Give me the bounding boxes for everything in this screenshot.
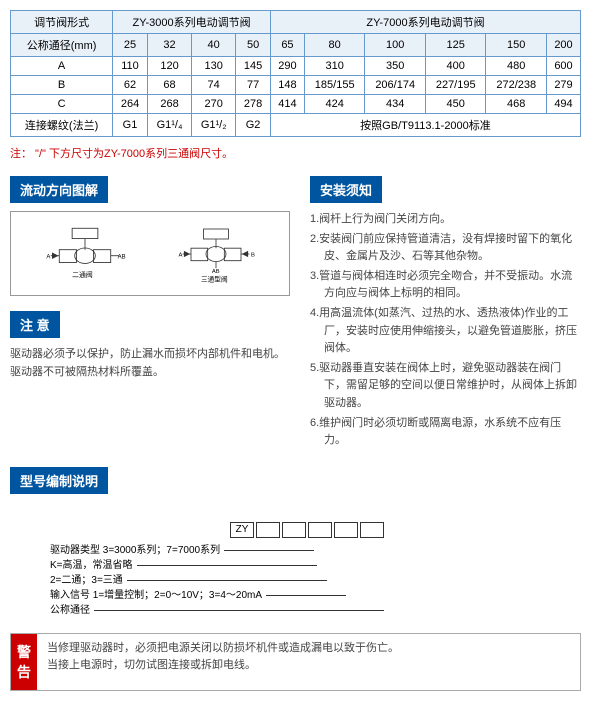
warning-label: 警 告	[11, 634, 37, 690]
svg-text:三通型阀: 三通型阀	[201, 274, 228, 283]
col-nominal: 公称通径(mm)	[11, 34, 113, 57]
svg-text:A: A	[178, 252, 182, 258]
warning-content: 当修理驱动器时，必须把电源关闭以防损坏机件或造成漏电以致于伤亡。 当接上电源时，…	[37, 634, 580, 690]
row-b-label: B	[11, 76, 113, 95]
svg-text:A: A	[46, 254, 50, 260]
two-way-valve-icon: A AB 二通阀	[35, 224, 135, 284]
warning-box: 警 告 当修理驱动器时，必须把电源关闭以防损坏机件或造成漏电以致于伤亡。 当接上…	[10, 633, 581, 691]
col-valve-form: 调节阀形式	[11, 11, 113, 34]
col-3000: ZY-3000系列电动调节阀	[113, 11, 271, 34]
flow-diagram-title: 流动方向图解	[10, 176, 108, 203]
svg-text:二通阀: 二通阀	[72, 270, 93, 279]
model-box-1	[256, 522, 280, 538]
model-box-2	[282, 522, 306, 538]
attention-title: 注 意	[10, 311, 60, 338]
spec-table: 调节阀形式 ZY-3000系列电动调节阀 ZY-7000系列电动调节阀 公称通径…	[10, 10, 581, 137]
model-box-5	[360, 522, 384, 538]
model-code-title: 型号编制说明	[10, 467, 108, 494]
three-way-valve-icon: A B AB 三通型阀	[166, 224, 266, 284]
svg-text:B: B	[251, 252, 255, 258]
model-prefix-box: ZY	[230, 522, 254, 538]
gb-standard: 按照GB/T9113.1-2000标准	[270, 114, 580, 137]
model-box-4	[334, 522, 358, 538]
install-title: 安装须知	[310, 176, 382, 203]
row-c-label: C	[11, 95, 113, 114]
model-box-3	[308, 522, 332, 538]
flow-diagram-box: A AB 二通阀 A B AB	[10, 211, 290, 296]
row-thread-label: 连接螺纹(法兰)	[11, 114, 113, 137]
model-code-diagram: ZY 驱动器类型 3=3000系列；7=7000系列 K=高温，常温省略 2=二…	[50, 522, 581, 618]
svg-text:AB: AB	[211, 269, 219, 275]
svg-text:AB: AB	[117, 254, 125, 260]
col-7000: ZY-7000系列电动调节阀	[270, 11, 580, 34]
table-footnote: 注： "/" 下方尺寸为ZY-7000系列三通阀尺寸。	[10, 145, 581, 161]
attention-content: 驱动器必须予以保护，防止漏水而损坏内部机件和电机。 驱动器不可被隔热材料所覆盖。	[10, 346, 290, 381]
install-list: 1.阀杆上行为阀门关闭方向。 2.安装阀门前应保持管道清洁，没有焊接时留下的氧化…	[310, 211, 580, 450]
row-a-label: A	[11, 57, 113, 76]
